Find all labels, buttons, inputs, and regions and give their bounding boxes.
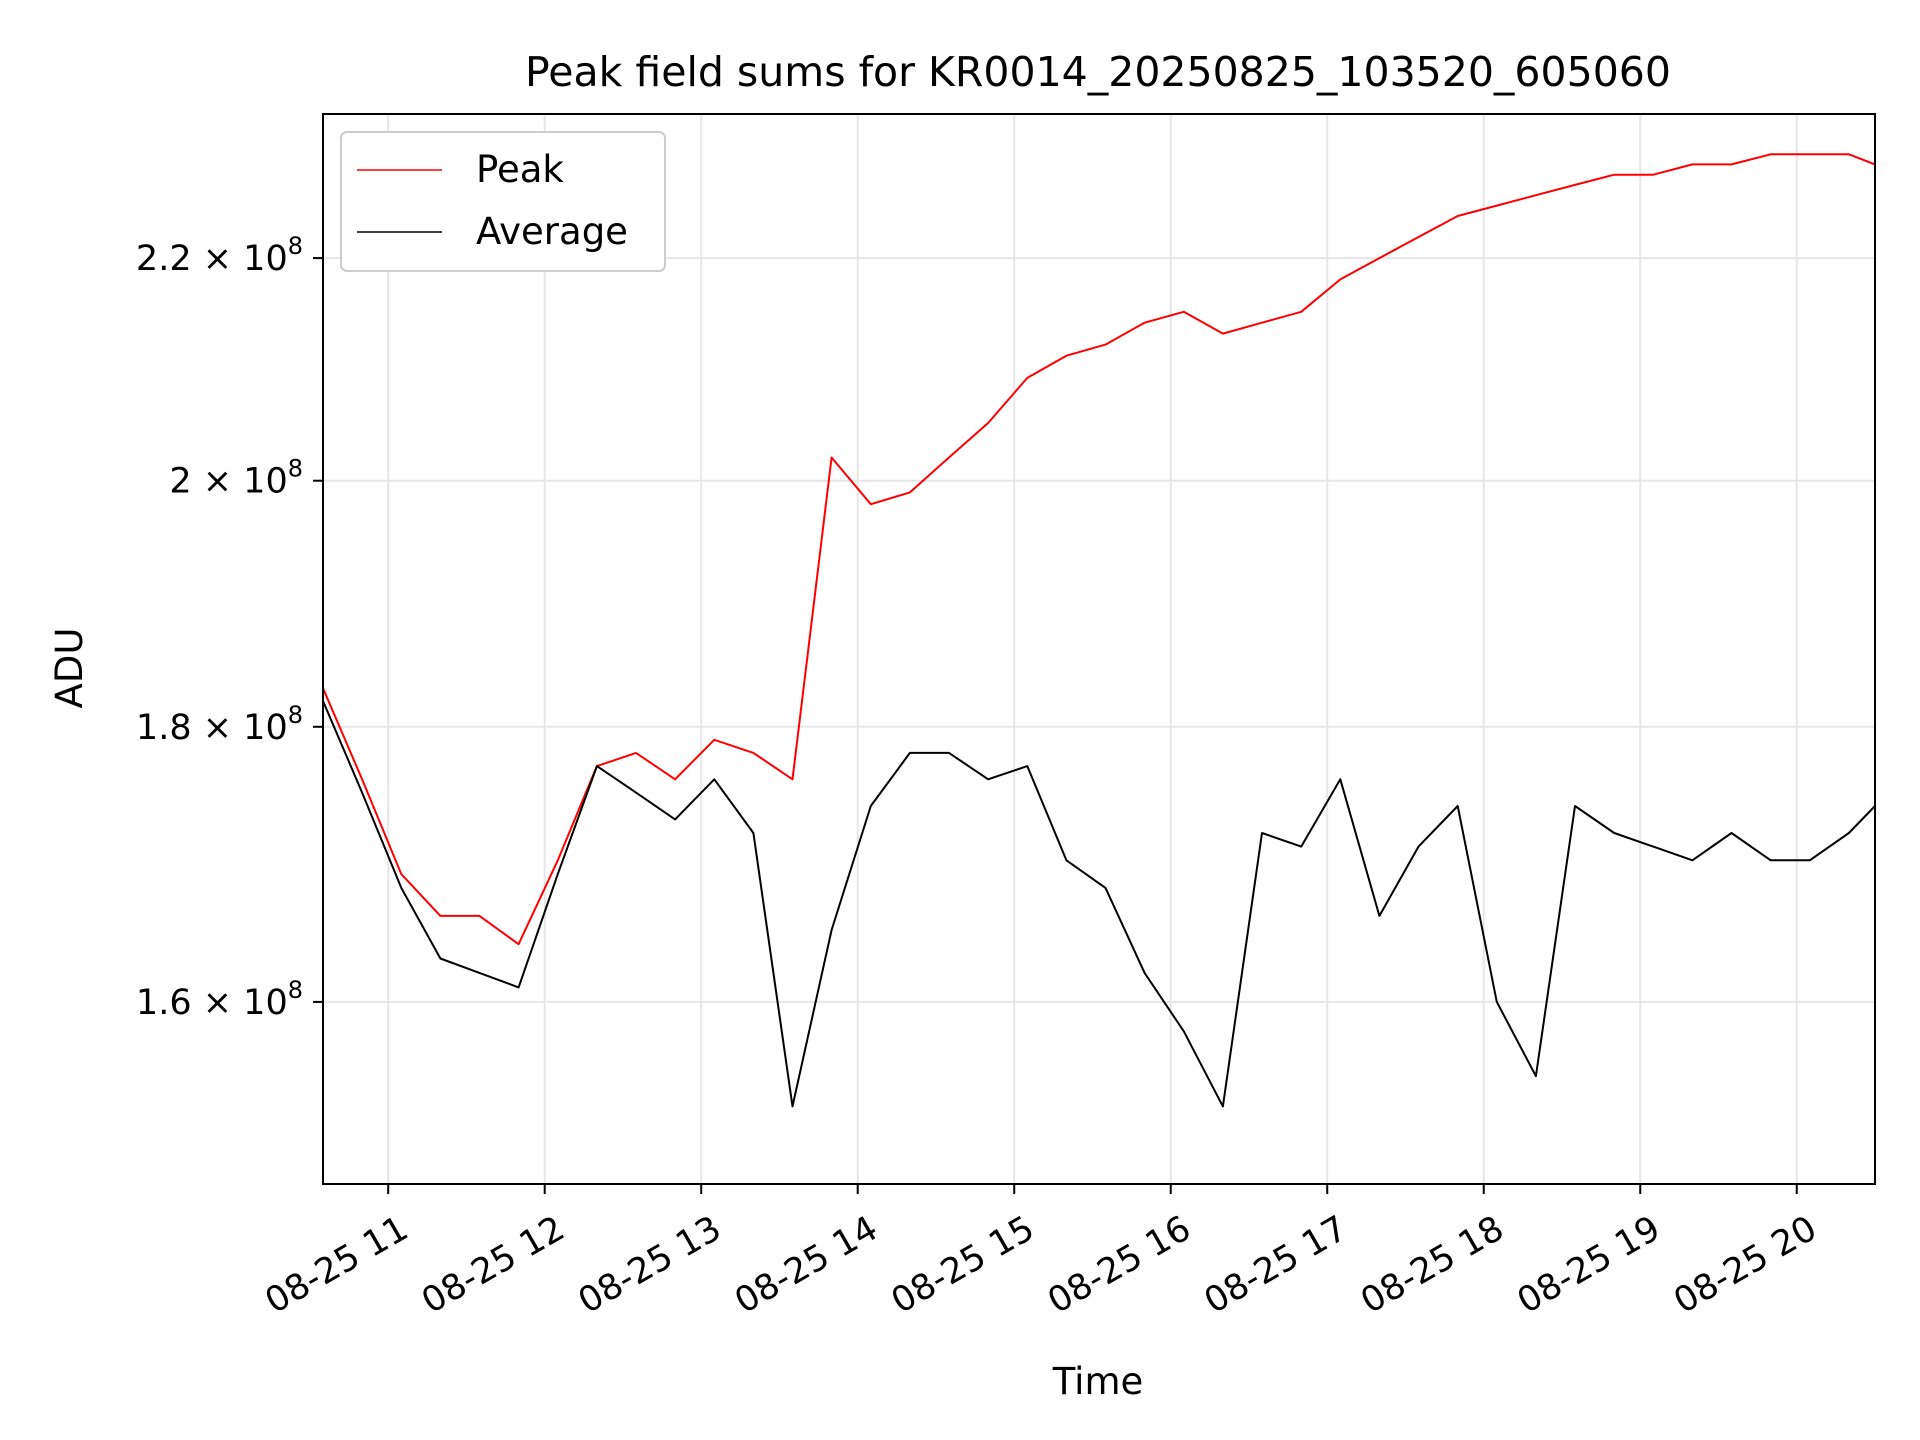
y-tick-times-ten: × 10 <box>192 983 288 1023</box>
y-tick-label: 1.6 × 108 <box>136 976 303 1023</box>
y-tick-mantissa: 2.2 <box>136 239 192 279</box>
y-tick-label: 2.2 × 108 <box>136 232 303 279</box>
y-tick-label: 1.8 × 108 <box>136 701 303 748</box>
legend-label-average: Average <box>476 210 628 253</box>
y-tick-mantissa: 1.8 <box>136 708 192 748</box>
x-axis-label: Time <box>1052 1360 1144 1403</box>
series-line-average <box>322 700 1876 1108</box>
legend: Peak Average <box>340 131 666 272</box>
y-tick-times-ten: × 10 <box>192 708 288 748</box>
plot-area <box>322 153 1876 1108</box>
y-tick-times-ten: × 10 <box>192 462 288 502</box>
plot-frame <box>322 113 1876 1185</box>
y-tick-exponent: 8 <box>288 455 303 483</box>
y-tick-mantissa: 1.6 <box>136 983 192 1023</box>
y-tick-exponent: 8 <box>288 701 303 729</box>
series-line-peak <box>322 153 1876 946</box>
y-tick-exponent: 8 <box>288 232 303 260</box>
legend-frame <box>340 131 666 272</box>
y-tick-label: 2 × 108 <box>169 455 303 502</box>
y-tick-times-ten: × 10 <box>192 239 288 279</box>
chart-title: Peak field sums for KR0014_20250825_1035… <box>525 48 1671 96</box>
legend-label-peak: Peak <box>476 148 564 191</box>
y-tick-exponent: 8 <box>288 976 303 1004</box>
y-axis-label: ADU <box>48 628 91 709</box>
y-tick-mantissa: 2 <box>169 462 191 502</box>
grid <box>323 114 1875 1184</box>
